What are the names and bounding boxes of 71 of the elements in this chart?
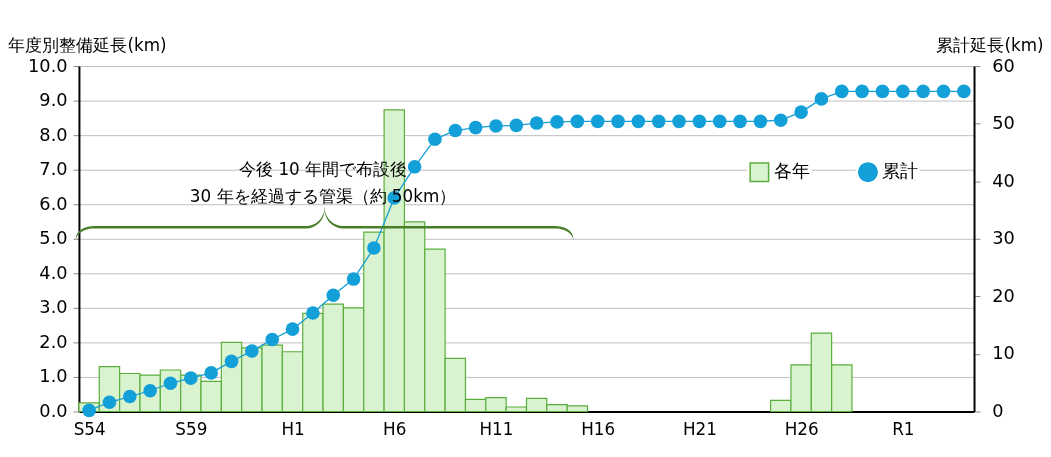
point: [184, 371, 198, 385]
x-tick-label: H6: [383, 418, 407, 439]
point: [428, 132, 442, 146]
point: [285, 322, 300, 336]
legend-label: 累計: [882, 161, 919, 182]
x-tick-label: R1: [892, 418, 915, 439]
point: [835, 84, 849, 99]
point: [773, 113, 788, 127]
y2-tick-label: 10: [992, 343, 1015, 364]
y-tick-label: 3.0: [39, 297, 68, 318]
y2-tick-label: 30: [992, 228, 1015, 249]
y2-tick-label: 60: [992, 55, 1015, 76]
point: [916, 84, 930, 99]
y2-tick-label: 20: [992, 285, 1015, 306]
point: [875, 84, 890, 99]
legend-label: 各年: [773, 161, 810, 182]
x-tick-label: H16: [581, 418, 616, 439]
point: [672, 114, 686, 129]
y-tick-label: 9.0: [39, 90, 68, 111]
point: [407, 160, 422, 174]
point: [814, 92, 829, 106]
point: [346, 272, 361, 286]
point: [489, 119, 503, 133]
y-tick-label: 10.0: [28, 55, 68, 76]
point: [326, 288, 341, 302]
point: [529, 116, 544, 130]
point: [224, 354, 239, 369]
y-axis-title: 年度別整備延長(km): [8, 34, 167, 55]
point: [468, 120, 483, 135]
y2-axis-title: 累計延長(km): [936, 34, 1044, 55]
x-tick-label: S54: [73, 418, 106, 439]
y-tick-label: 4.0: [39, 262, 68, 283]
point: [651, 114, 666, 129]
y-tick-label: 1.0: [39, 366, 68, 387]
point: [631, 114, 646, 129]
y-tick-label: 7.0: [39, 159, 68, 180]
y2-tick-label: 40: [992, 170, 1015, 191]
y-tick-label: 0.0: [39, 400, 68, 421]
point: [896, 84, 910, 99]
point: [367, 241, 381, 255]
point: [570, 114, 585, 129]
y-tick-label: 8.0: [39, 124, 68, 145]
point: [265, 332, 280, 347]
point: [733, 114, 747, 129]
point: [550, 115, 564, 129]
point: [245, 344, 259, 358]
point: [957, 84, 971, 99]
y-tick-label: 5.0: [39, 228, 68, 249]
point: [82, 403, 96, 418]
x-tick-label: H26: [784, 418, 819, 439]
point: [448, 123, 463, 138]
point: [692, 114, 707, 129]
point: [794, 105, 808, 119]
point: [753, 114, 768, 129]
point: [855, 84, 869, 99]
point: [712, 114, 727, 129]
y-tick-label: 2.0: [39, 331, 68, 352]
x-tick-label: S59: [175, 418, 208, 439]
x-tick-label: H1: [281, 418, 305, 439]
y-tick-label: 6.0: [39, 193, 68, 214]
point: [102, 395, 117, 410]
point: [936, 84, 951, 99]
point: [611, 114, 625, 129]
point: [590, 114, 605, 129]
point: [204, 366, 218, 380]
point: [306, 306, 320, 320]
point: [509, 118, 524, 133]
y2-tick-label: 50: [992, 113, 1015, 134]
x-tick-label: H21: [682, 418, 717, 439]
y2-tick-label: 0: [992, 400, 1004, 421]
x-tick-label: H11: [479, 418, 514, 439]
